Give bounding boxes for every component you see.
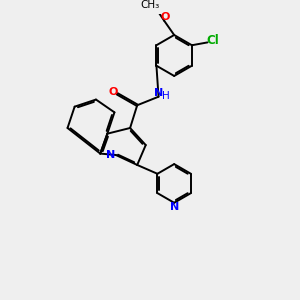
Text: H: H <box>162 91 170 100</box>
Text: O: O <box>109 87 118 98</box>
Text: O: O <box>161 12 170 22</box>
Text: N: N <box>154 88 163 98</box>
Text: Cl: Cl <box>207 34 220 47</box>
Text: N: N <box>106 150 116 160</box>
Text: CH₃: CH₃ <box>140 0 160 10</box>
Text: N: N <box>169 202 179 212</box>
